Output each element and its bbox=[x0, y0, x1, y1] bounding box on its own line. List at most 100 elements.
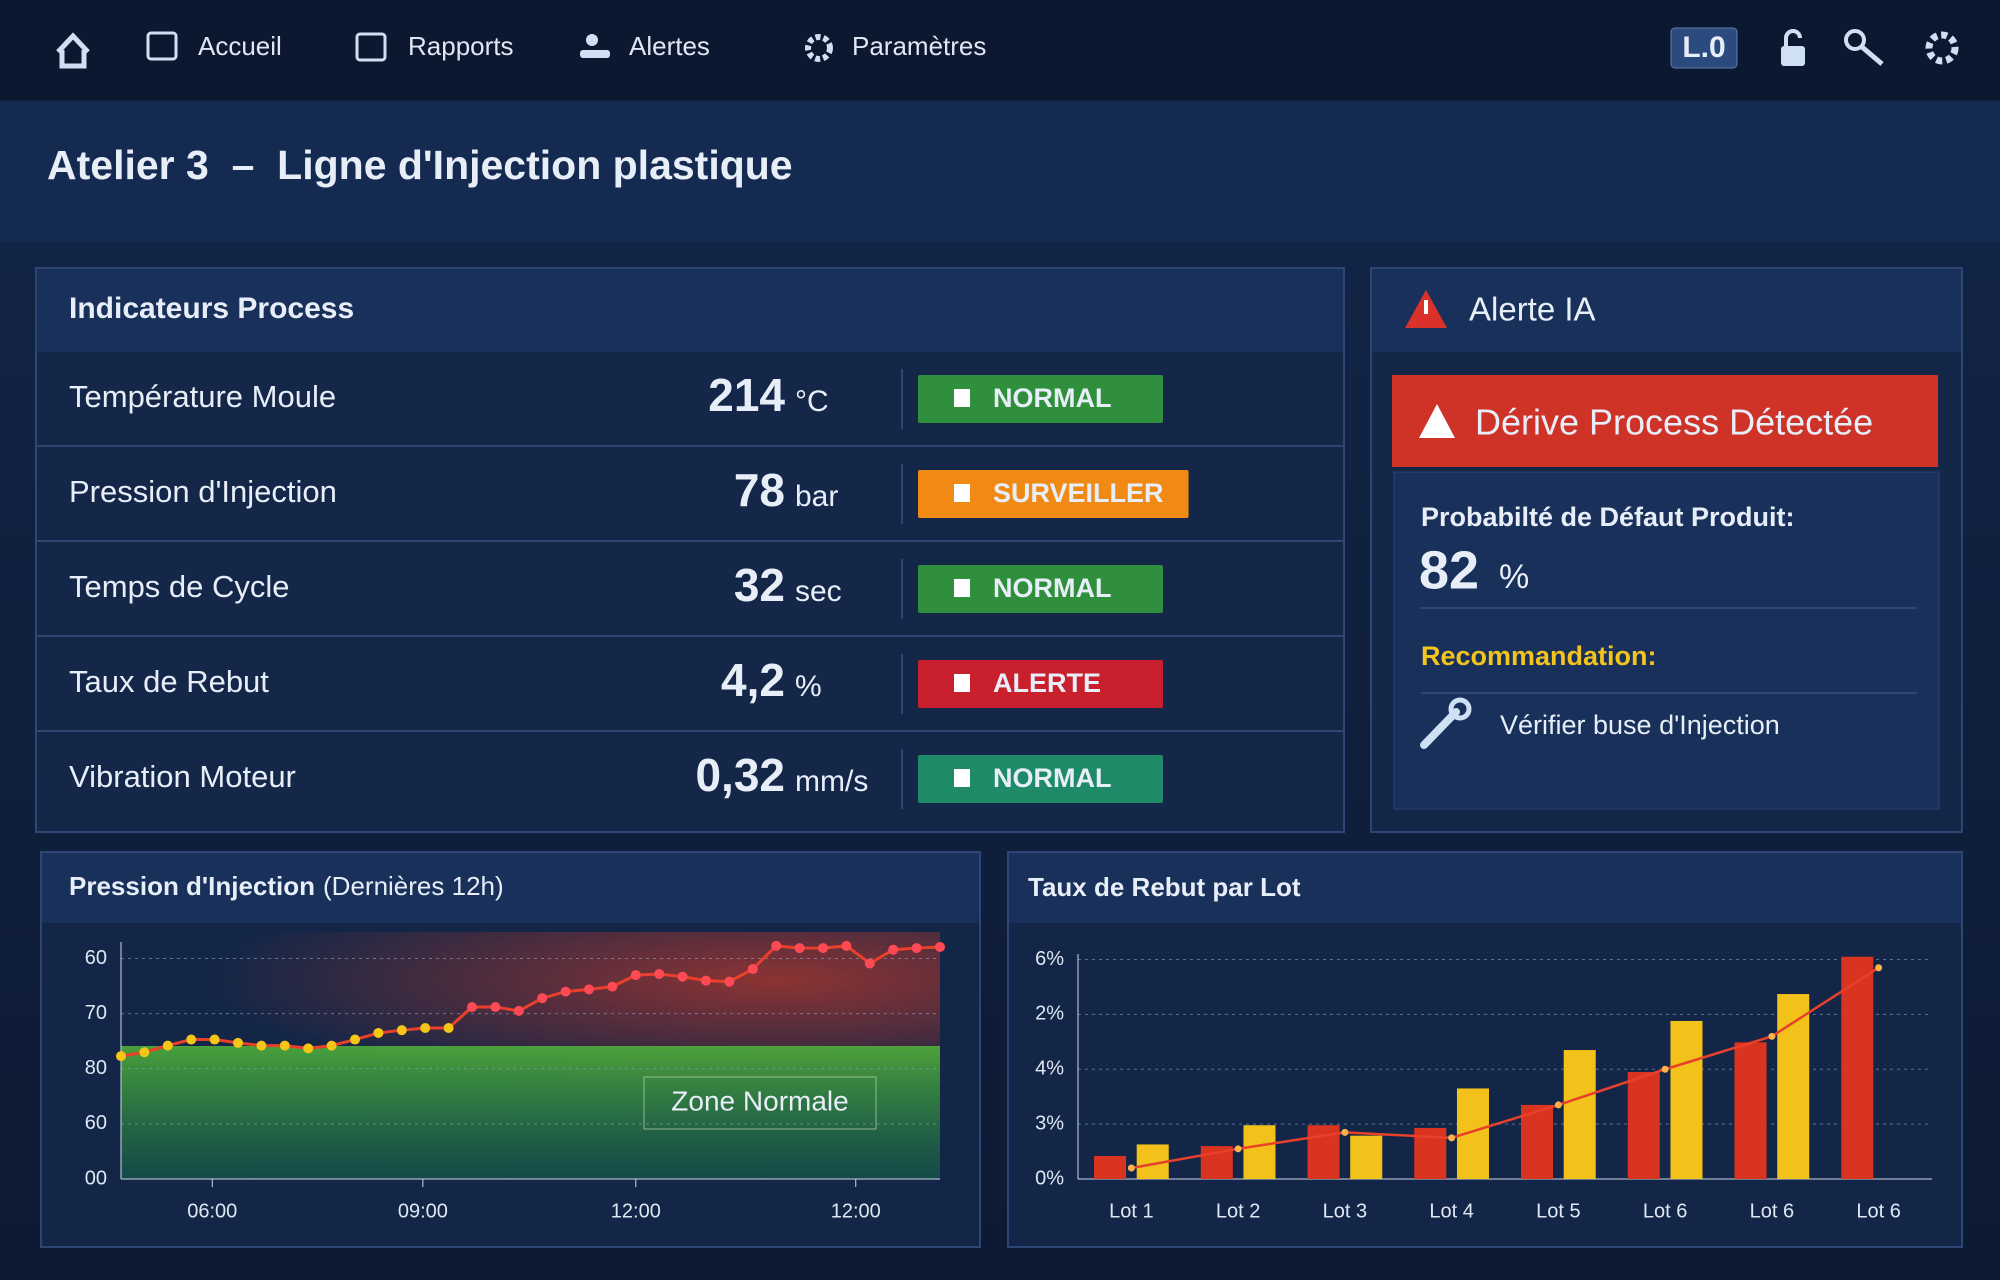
y-tick-label: 3% bbox=[1035, 1112, 1064, 1134]
bar bbox=[1734, 1042, 1767, 1179]
status-badge bbox=[918, 375, 1163, 423]
y-tick-label: 80 bbox=[85, 1057, 107, 1079]
point bbox=[396, 1025, 407, 1036]
trend-line bbox=[1131, 966, 1880, 1170]
point bbox=[443, 1022, 454, 1033]
x-tick-label: 12:00 bbox=[611, 1200, 661, 1222]
annotation: Zone Normale bbox=[671, 1085, 848, 1116]
status-icon bbox=[954, 389, 970, 407]
y-tick-label: 6% bbox=[1035, 948, 1064, 970]
level-badge[interactable] bbox=[1670, 27, 1738, 69]
settings-icon bbox=[805, 34, 833, 62]
indicator-label: Vibration Moteur bbox=[69, 759, 296, 794]
indicator-unit: °C bbox=[795, 385, 829, 418]
point bbox=[607, 981, 618, 992]
bar bbox=[1670, 1020, 1703, 1179]
recommendation-label: Recommandation: bbox=[1421, 641, 1657, 671]
indicator-value: 78 bbox=[734, 464, 785, 516]
point bbox=[747, 964, 758, 975]
point bbox=[467, 1002, 477, 1013]
nav-item[interactable]: Accueil bbox=[198, 31, 282, 61]
indicator-value: 214 bbox=[708, 369, 785, 421]
nav-bar bbox=[0, 0, 2000, 100]
page-title: Atelier 3 – Ligne d'Injection plastique bbox=[47, 142, 793, 188]
status-icon bbox=[954, 579, 970, 597]
point bbox=[677, 971, 688, 982]
point bbox=[654, 968, 665, 979]
status-badge bbox=[918, 565, 1163, 613]
chart-subtitle: (Dernières 12h) bbox=[323, 871, 504, 901]
probability-value: 82 bbox=[1419, 540, 1479, 600]
indicator-label: Température Moule bbox=[69, 379, 336, 414]
status-badge bbox=[918, 660, 1163, 708]
point bbox=[490, 1002, 501, 1013]
y-tick-label: 60 bbox=[85, 1112, 107, 1134]
point bbox=[771, 940, 782, 951]
chart-header bbox=[42, 853, 979, 923]
bar bbox=[1521, 1104, 1554, 1179]
point bbox=[560, 986, 571, 997]
annotation-box bbox=[643, 1076, 877, 1130]
home-nav-icon bbox=[146, 31, 178, 61]
chart-title: Taux de Rebut par Lot bbox=[1028, 872, 1301, 902]
trend-point bbox=[1875, 964, 1883, 972]
key-icon[interactable] bbox=[1844, 29, 1866, 51]
alert-banner bbox=[1392, 375, 1938, 467]
y-tick-label: 2% bbox=[1035, 1003, 1064, 1025]
probability-label: Probabilté de Défaut Produit: bbox=[1421, 502, 1795, 532]
indicator-unit: bar bbox=[795, 480, 838, 513]
gear-icon[interactable] bbox=[1925, 31, 1959, 65]
key-icon bbox=[1860, 45, 1884, 66]
banner-icon bbox=[1419, 404, 1455, 438]
x-tick-label: 12:00 bbox=[831, 1200, 881, 1222]
point bbox=[373, 1027, 384, 1038]
nav-item[interactable]: Alertes bbox=[629, 31, 710, 61]
point bbox=[584, 984, 594, 995]
x-tick-label: Lot 1 bbox=[1109, 1200, 1153, 1222]
bar bbox=[1777, 994, 1810, 1179]
indicator-label: Pression d'Injection bbox=[69, 474, 337, 509]
level-badge-text: L.0 bbox=[1682, 31, 1725, 64]
header-band bbox=[0, 102, 2000, 242]
point bbox=[326, 1040, 337, 1051]
home-icon[interactable] bbox=[56, 32, 90, 69]
indicator-rows: Température Moule 214 °C NORMAL Pression d'I… bbox=[37, 369, 1343, 809]
nav-item[interactable]: Rapports bbox=[408, 31, 514, 61]
trend-point bbox=[1554, 1101, 1562, 1109]
indicators-header bbox=[37, 269, 1343, 352]
status-text: ALERTE bbox=[993, 668, 1101, 698]
x-tick-label: Lot 4 bbox=[1429, 1200, 1473, 1222]
x-tick-label: Lot 6 bbox=[1750, 1200, 1794, 1222]
point bbox=[420, 1022, 431, 1033]
bar bbox=[1563, 1050, 1596, 1179]
alerts-icon bbox=[586, 34, 598, 46]
wrench-icon bbox=[1448, 697, 1472, 721]
alert-body bbox=[1393, 471, 1940, 810]
nav-item[interactable]: Paramètres bbox=[852, 31, 986, 61]
point bbox=[864, 958, 875, 969]
y-tick-label: 4% bbox=[1035, 1058, 1064, 1080]
trend-point bbox=[1448, 1134, 1456, 1142]
banner-text: Dérive Process Détectée bbox=[1475, 402, 1873, 443]
point bbox=[162, 1040, 173, 1051]
y-tick-label: 00 bbox=[85, 1167, 107, 1189]
point bbox=[303, 1043, 314, 1054]
status-text: NORMAL bbox=[993, 763, 1111, 793]
x-tick-label: 09:00 bbox=[398, 1200, 448, 1222]
bar bbox=[1841, 956, 1874, 1179]
status-badge bbox=[918, 755, 1163, 803]
status-icon bbox=[954, 769, 970, 787]
point bbox=[350, 1034, 360, 1045]
indicator-unit: mm/s bbox=[795, 765, 868, 798]
indicator-label: Taux de Rebut bbox=[69, 664, 269, 699]
status-badge bbox=[918, 470, 1189, 518]
point bbox=[794, 943, 805, 954]
lock-icon bbox=[1784, 29, 1802, 46]
lock-icon[interactable] bbox=[1781, 46, 1805, 66]
point bbox=[186, 1034, 197, 1045]
chart-heading: Pression d'Injection (Dernières 12h) bbox=[69, 871, 504, 901]
point bbox=[139, 1047, 150, 1058]
point bbox=[116, 1051, 126, 1062]
point bbox=[630, 970, 641, 981]
status-icon bbox=[954, 484, 970, 502]
